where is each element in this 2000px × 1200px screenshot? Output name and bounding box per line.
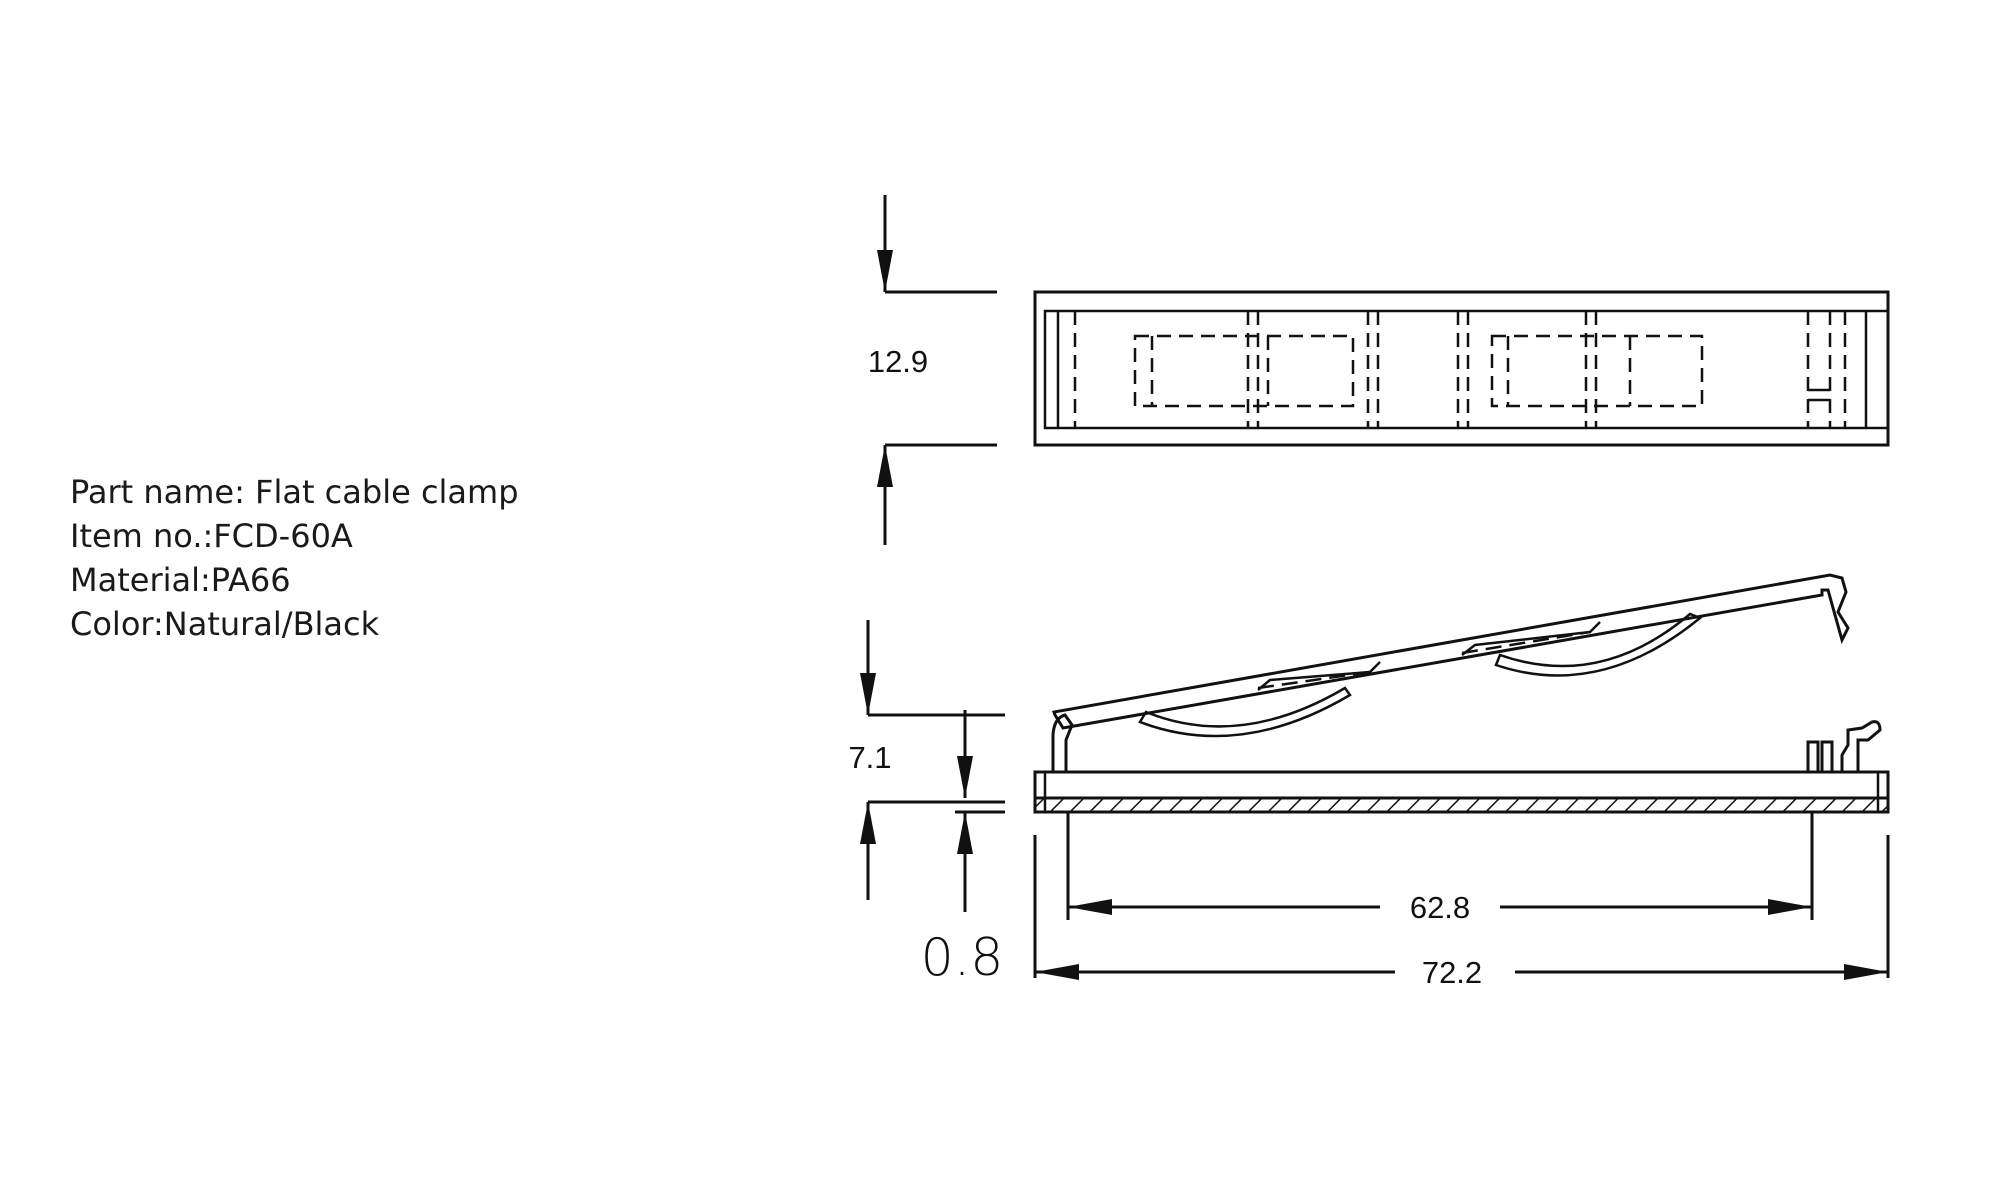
top-view bbox=[1033, 290, 1890, 447]
lid-arm bbox=[1052, 573, 1850, 730]
dimension-label-inner-length: 62.8 bbox=[1410, 890, 1470, 925]
color-text: Color:Natural/Black bbox=[70, 605, 380, 643]
side-view bbox=[1033, 573, 1890, 814]
dimension-label-thickness: 0.8 bbox=[921, 928, 1004, 988]
dimension-12-9 bbox=[877, 195, 997, 545]
part-name-text: Part name: Flat cable clamp bbox=[70, 473, 519, 511]
base-hatch bbox=[1033, 796, 1890, 814]
material-text: Material:PA66 bbox=[70, 561, 291, 599]
hidden-lines bbox=[1073, 311, 1847, 428]
dimension-0-8 bbox=[955, 710, 1005, 912]
dimension-7-1 bbox=[860, 620, 1005, 900]
item-number-text: Item no.:FCD-60A bbox=[70, 517, 353, 555]
dimension-62-8 bbox=[1066, 812, 1814, 920]
dimension-label-height: 7.1 bbox=[848, 740, 891, 775]
top-view-outline bbox=[1033, 290, 1890, 447]
top-view-inner-outline bbox=[1043, 309, 1890, 430]
part-info-block: Part name: Flat cable clamp Item no.:FCD… bbox=[70, 470, 519, 646]
dimension-label-overall-length: 72.2 bbox=[1422, 955, 1482, 990]
dimension-72-2 bbox=[1033, 835, 1890, 980]
dimension-label-width: 12.9 bbox=[868, 344, 928, 379]
